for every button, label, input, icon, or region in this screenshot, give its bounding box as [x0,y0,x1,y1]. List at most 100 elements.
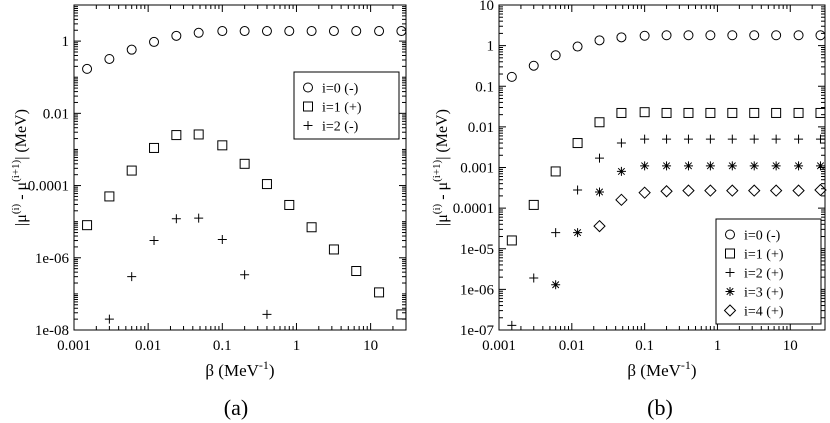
legend-label: i=3 (+) [744,286,784,301]
data-point [126,165,137,176]
data-point [662,161,672,171]
data-point [217,235,227,245]
data-point [727,107,738,118]
data-point [726,184,739,197]
y-tick-label: 1e-06 [460,282,495,298]
data-point [261,26,272,37]
data-point [771,161,781,171]
data-point [793,30,804,41]
y-tick-label: 1e-07 [460,323,495,339]
data-point [705,161,715,171]
data-point [104,191,115,202]
data-point [550,166,561,177]
data-point [551,280,561,290]
x-tick-label: 0.1 [635,338,654,354]
data-point [506,235,517,246]
data-point [815,161,825,171]
data-point [396,26,407,37]
data-point [194,213,204,223]
data-point [749,107,760,118]
x-tick-label: 0.01 [135,338,161,354]
data-point [727,30,738,41]
data-point [551,228,561,238]
y-tick-label: 0.001 [460,161,494,177]
data-point [771,107,782,118]
data-point [662,134,672,144]
data-point [683,30,694,41]
data-point [683,161,693,171]
legend-marker [725,268,735,277]
y-tick-label: 0.1 [475,79,494,95]
y-tick-label: 0.0001 [453,201,494,217]
data-point [749,134,759,144]
x-tick-label: 1 [714,338,722,354]
data-point [794,134,804,144]
x-tick-label: 0.001 [482,338,516,354]
data-point [683,107,694,118]
data-point [638,186,651,199]
data-point [193,129,204,140]
data-point [284,199,295,210]
data-point [149,142,160,153]
data-point [261,179,272,190]
y-axis-label: |μ(i) - μ(i+1)| (MeV) [10,109,30,226]
data-point [815,134,825,144]
data-point [193,27,204,38]
legend-label: i=2 (+) [744,267,784,282]
data-point [104,53,115,64]
chart-panel-0: 0.001 0.01 0.1 1 10 1e-08 1e-06 0.0001 0.01 1 β (M… [10,4,407,420]
data-point [749,161,759,171]
data-point [727,161,737,171]
data-point [262,309,272,319]
data-point [661,107,672,118]
series-4 [593,183,827,233]
y-axis-label: |μ(i) - μ(i+1)| (MeV) [431,109,451,226]
data-point [771,134,781,144]
data-point [351,26,362,37]
y-tick-label: 1e-05 [460,242,494,258]
legend-marker [303,82,313,93]
data-point [616,138,626,148]
data-point [149,36,160,47]
series-1 [82,129,407,320]
legend-label: i=0 (-) [744,229,781,244]
data-point [328,244,339,255]
data-point [239,26,250,37]
data-point [595,153,604,163]
data-point [616,107,627,118]
data-point [328,26,339,37]
data-point [374,287,385,298]
series-0 [506,30,826,82]
data-point [82,220,93,231]
data-point [126,44,137,55]
data-point [171,214,181,224]
data-point [239,158,250,169]
data-point [616,32,627,43]
data-point [771,30,782,41]
data-point [640,161,650,171]
legend: i=0 (-) i=1 (+) i=2 (-) [293,71,400,140]
y-tick-label: 0.01 [43,106,69,122]
legend-marker [725,287,735,296]
data-point [814,183,827,197]
data-point [640,134,650,144]
x-tick-label: 0.1 [213,338,232,354]
legend-label: i=2 (-) [322,120,359,135]
legend-marker [303,101,313,112]
legend-label: i=4 (+) [744,305,784,320]
series-1 [506,107,826,246]
data-point [594,117,605,128]
y-tick-label: 0.0001 [28,179,69,195]
data-point [594,35,605,46]
y-tick-label: 0.01 [468,120,494,136]
series-2 [104,213,272,324]
x-axis-label: β (MeV-1) [205,358,274,380]
y-tick-label: 1 [487,39,495,55]
data-point [593,219,606,233]
data-point [396,309,407,320]
plot-frame [73,4,407,331]
data-point [149,236,159,246]
x-tick-label: 0.001 [57,338,91,354]
data-point [529,273,539,283]
data-point [171,130,182,141]
